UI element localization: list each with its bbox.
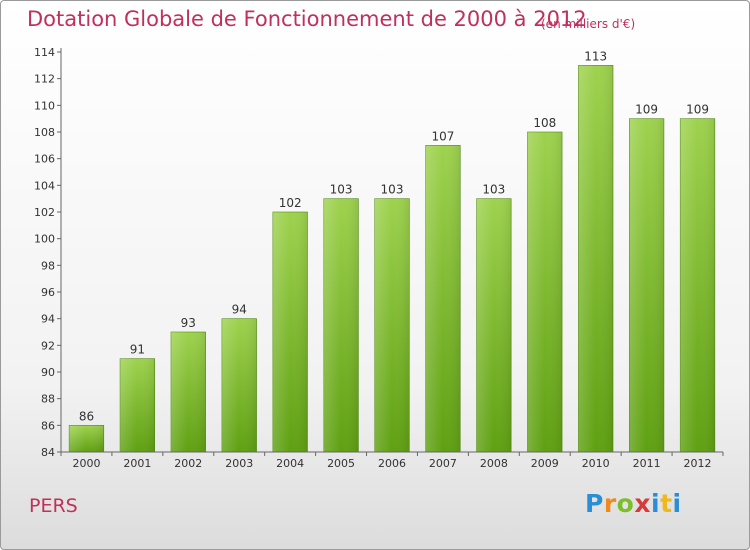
- bar-value-label: 103: [482, 183, 505, 197]
- bar-highlight: [170, 332, 206, 452]
- y-tick-label: 110: [34, 99, 55, 112]
- y-tick-label: 90: [41, 366, 55, 379]
- bar-value-label: 86: [79, 409, 94, 423]
- bar-value-label: 108: [533, 116, 556, 130]
- y-tick-label: 102: [34, 206, 55, 219]
- bar-value-label: 94: [232, 303, 247, 317]
- bar-value-label: 109: [686, 103, 709, 117]
- y-tick-label: 96: [41, 286, 55, 299]
- chart-title: Dotation Globale de Fonctionnement de 20…: [27, 7, 587, 31]
- y-tick-label: 112: [34, 73, 55, 86]
- logo-letter: i: [672, 489, 682, 518]
- logo-letter: i: [651, 489, 661, 518]
- x-tick-label: 2012: [684, 457, 712, 470]
- bar-highlight: [476, 198, 512, 452]
- bar-value-label: 109: [635, 103, 658, 117]
- y-tick-label: 108: [34, 126, 55, 139]
- x-tick-label: 2005: [327, 457, 355, 470]
- y-tick-label: 84: [41, 446, 55, 459]
- bar-highlight: [323, 198, 359, 452]
- x-tick-label: 2008: [480, 457, 508, 470]
- y-tick-label: 100: [34, 233, 55, 246]
- y-tick-label: 114: [34, 46, 55, 59]
- x-tick-label: 2004: [276, 457, 304, 470]
- logo-letter: P: [585, 489, 604, 518]
- x-tick-label: 2002: [174, 457, 202, 470]
- bar-value-label: 103: [381, 183, 404, 197]
- y-tick-label: 104: [34, 179, 55, 192]
- x-tick-label: 2006: [378, 457, 406, 470]
- bar-highlight: [374, 198, 410, 452]
- bar-value-label: 103: [330, 183, 353, 197]
- bar-highlight: [221, 318, 257, 452]
- y-tick-label: 106: [34, 153, 55, 166]
- chart-unit: (en milliers d'€): [541, 17, 636, 31]
- x-tick-label: 2009: [531, 457, 559, 470]
- logo-letter: r: [603, 489, 617, 518]
- bar-value-label: 102: [279, 196, 302, 210]
- logo-letter: x: [634, 489, 651, 518]
- bar-highlight: [272, 212, 308, 452]
- bar-value-label: 113: [584, 49, 607, 63]
- y-tick-label: 94: [41, 313, 55, 326]
- bar-value-label: 91: [130, 343, 145, 357]
- bar-highlight: [680, 118, 715, 453]
- bar-highlight: [120, 358, 155, 452]
- bar-highlight: [425, 145, 461, 453]
- x-tick-label: 2001: [123, 457, 151, 470]
- bar-highlight: [578, 65, 614, 452]
- bar-highlight: [69, 425, 104, 452]
- x-tick-label: 2010: [582, 457, 610, 470]
- x-tick-label: 2007: [429, 457, 457, 470]
- commune-name: PERS: [29, 495, 78, 517]
- x-tick-label: 2003: [225, 457, 253, 470]
- y-tick-label: 88: [41, 393, 55, 406]
- x-tick-label: 2011: [633, 457, 661, 470]
- proxiti-logo: Proxiti: [585, 489, 682, 518]
- y-tick-label: 92: [41, 339, 55, 352]
- bar-value-label: 107: [431, 129, 454, 143]
- x-tick-label: 2000: [72, 457, 100, 470]
- bar-highlight: [629, 118, 664, 453]
- y-tick-label: 98: [41, 259, 55, 272]
- bar-highlight: [527, 132, 563, 452]
- bar-value-label: 93: [181, 316, 196, 330]
- logo-letter: t: [660, 489, 673, 518]
- y-tick-label: 86: [41, 419, 55, 432]
- logo-letter: o: [616, 489, 635, 518]
